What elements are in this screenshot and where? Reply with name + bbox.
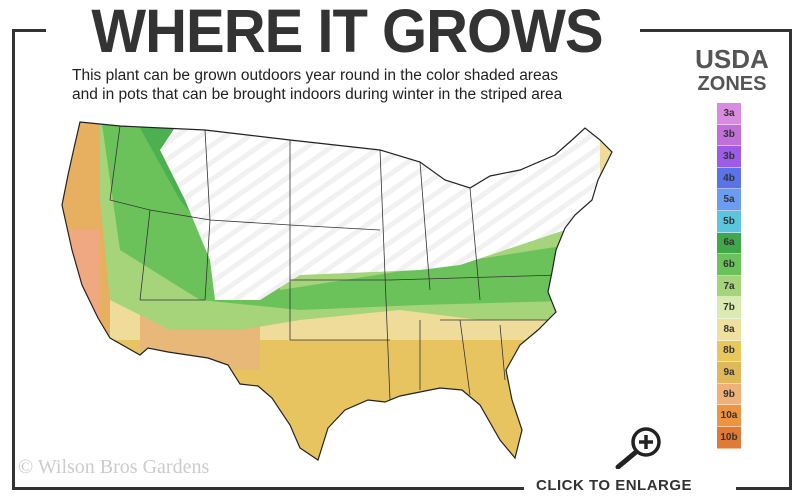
click-to-enlarge-link[interactable]: CLICK TO ENLARGE [536,477,693,494]
subtitle-line-2: and in pots that can be brought indoors … [72,86,563,103]
legend-zone-4b: 4b [717,167,741,190]
legend-zone-9a: 9a [717,362,741,384]
legend-zone-10b: 10b [717,426,741,449]
legend-zone-3a: 3a [717,103,741,125]
us-outline [61,121,613,461]
legend-zone-3b: 3b [717,124,741,147]
frame-bottom-left [12,487,524,490]
zone-legend: 3a 3b 3b 4b 5a 5b 6a 6b 7a 7b 8a 8b 9a 9b 10a 10b [717,103,741,449]
frame-top-left [12,29,46,32]
legend-zone-7a: 7a [717,275,741,298]
magnifier-plus-icon[interactable] [612,425,664,469]
legend-zone-6a: 6a [717,232,741,255]
legend-title-usda: USDA [695,44,769,74]
legend-zone-3b: 3b [717,146,741,168]
legend-zone-10a: 10a [717,405,741,427]
frame-right [789,29,792,490]
legend-title: USDA ZONES [672,44,792,97]
legend-zone-5b: 5b [717,210,741,233]
subtitle: This plant can be grown outdoors year ro… [72,66,562,104]
legend-zone-9b: 9b [717,383,741,406]
subtitle-line-1: This plant can be grown outdoors year ro… [72,67,558,84]
state-borders [109,125,561,401]
legend-zone-5a: 5a [717,189,741,211]
legend-zone-8b: 8b [717,340,741,363]
legend-title-zones: ZONES [697,73,767,95]
copyright-credit: © Wilson Bros Gardens [18,456,210,478]
frame-bottom-right [736,487,792,490]
legend-zone-6b: 6b [717,254,741,276]
page-title: WHERE IT GROWS [91,0,603,66]
legend-zone-7b: 7b [717,297,741,319]
frame-top-right [640,29,792,32]
frame-left [12,29,15,490]
legend-zone-8a: 8a [717,318,741,341]
